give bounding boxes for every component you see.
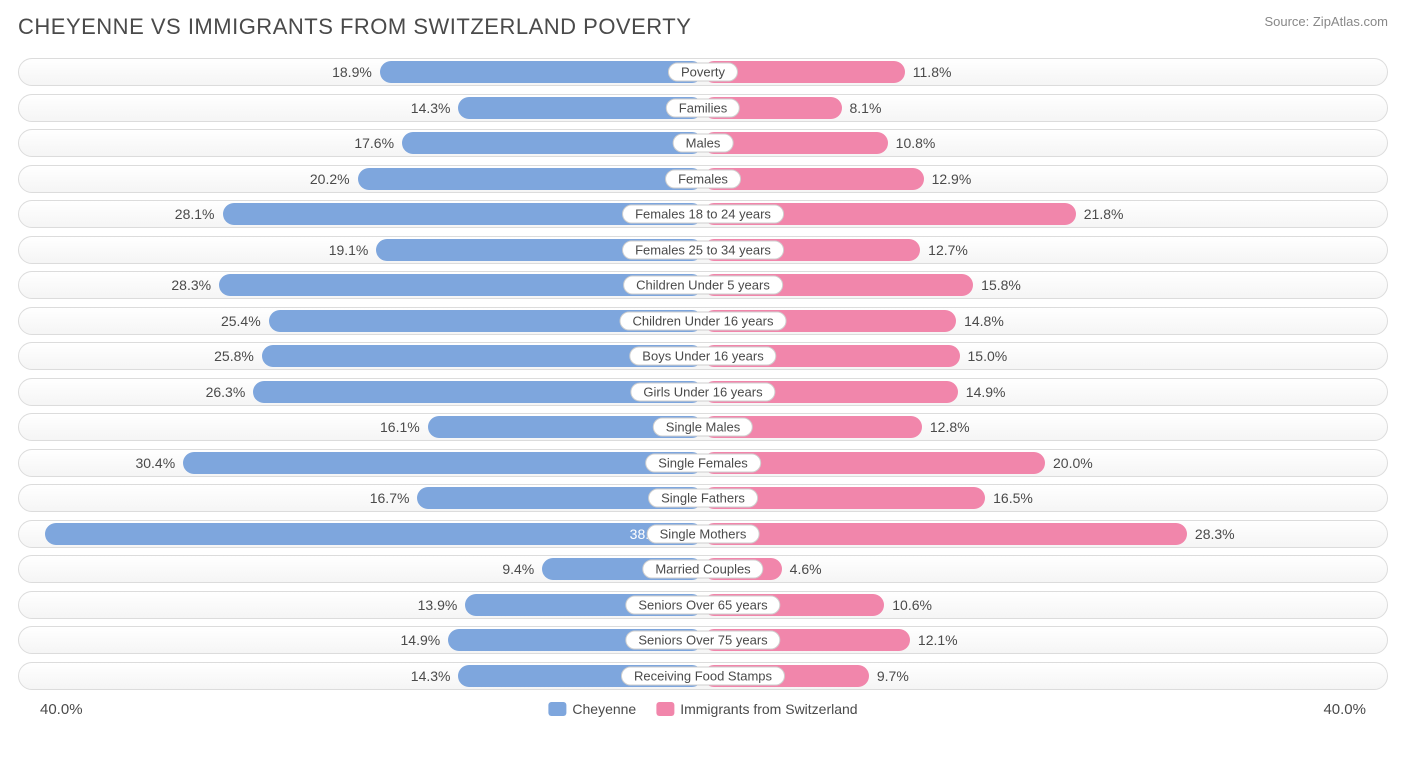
category-label: Females <box>665 169 741 188</box>
value-right: 28.3% <box>1187 521 1235 547</box>
bar-left <box>183 452 703 474</box>
category-label: Seniors Over 75 years <box>625 631 780 650</box>
chart-row: 18.9% 11.8% Poverty <box>18 58 1388 86</box>
chart-source: Source: ZipAtlas.com <box>1264 14 1388 29</box>
value-left: 14.9% <box>401 627 449 653</box>
legend-item: Cheyenne <box>548 701 636 717</box>
chart-title: CHEYENNE VS IMMIGRANTS FROM SWITZERLAND … <box>18 14 691 40</box>
value-right: 12.8% <box>922 414 970 440</box>
value-left: 25.8% <box>214 343 262 369</box>
value-left: 16.7% <box>370 485 418 511</box>
axis-max-right: 40.0% <box>1323 701 1366 718</box>
chart-row: 28.3% 15.8% Children Under 5 years <box>18 271 1388 299</box>
bar-left <box>358 168 703 190</box>
bar-right <box>703 523 1187 545</box>
value-left: 9.4% <box>502 556 542 582</box>
value-left: 38.5% <box>25 521 677 547</box>
legend-item: Immigrants from Switzerland <box>656 701 857 717</box>
value-left: 25.4% <box>221 308 269 334</box>
chart-row: 28.1% 21.8% Females 18 to 24 years <box>18 200 1388 228</box>
value-right: 8.1% <box>842 95 882 121</box>
chart-row: 26.3% 14.9% Girls Under 16 years <box>18 378 1388 406</box>
category-label: Married Couples <box>642 560 763 579</box>
chart-row: 19.1% 12.7% Females 25 to 34 years <box>18 236 1388 264</box>
value-left: 28.3% <box>171 272 219 298</box>
category-label: Single Females <box>645 453 761 472</box>
category-label: Single Males <box>653 418 753 437</box>
category-label: Males <box>673 134 734 153</box>
value-left: 16.1% <box>380 414 428 440</box>
legend-swatch <box>656 702 674 716</box>
category-label: Children Under 5 years <box>623 276 783 295</box>
value-left: 28.1% <box>175 201 223 227</box>
value-right: 14.9% <box>958 379 1006 405</box>
category-label: Families <box>666 98 740 117</box>
value-right: 12.1% <box>910 627 958 653</box>
category-label: Single Fathers <box>648 489 758 508</box>
chart-header: CHEYENNE VS IMMIGRANTS FROM SWITZERLAND … <box>18 14 1388 40</box>
chart-row: 16.1% 12.8% Single Males <box>18 413 1388 441</box>
value-left: 20.2% <box>310 166 358 192</box>
value-right: 10.6% <box>884 592 932 618</box>
category-label: Receiving Food Stamps <box>621 666 785 685</box>
value-right: 4.6% <box>782 556 822 582</box>
value-left: 19.1% <box>329 237 377 263</box>
category-label: Girls Under 16 years <box>630 382 775 401</box>
value-right: 20.0% <box>1045 450 1093 476</box>
value-right: 12.7% <box>920 237 968 263</box>
diverging-bar-chart: 18.9%11.8%Poverty14.3%8.1%Families17.6%1… <box>18 58 1388 690</box>
value-right: 10.8% <box>888 130 936 156</box>
value-left: 17.6% <box>354 130 402 156</box>
value-right: 12.9% <box>924 166 972 192</box>
bar-left <box>380 61 703 83</box>
value-left: 18.9% <box>332 59 380 85</box>
chart-row: 17.6% 10.8% Males <box>18 129 1388 157</box>
value-right: 11.8% <box>905 59 952 85</box>
legend-label: Cheyenne <box>572 701 636 717</box>
value-right: 21.8% <box>1076 201 1124 227</box>
category-label: Females 18 to 24 years <box>622 205 784 224</box>
value-right: 14.8% <box>956 308 1004 334</box>
value-right: 16.5% <box>985 485 1033 511</box>
category-label: Females 25 to 34 years <box>622 240 784 259</box>
category-label: Poverty <box>668 63 738 82</box>
chart-row: 14.3% 8.1% Families <box>18 94 1388 122</box>
chart-footer: 40.0% Cheyenne Immigrants from Switzerlan… <box>18 697 1388 721</box>
chart-row: 16.7% 16.5% Single Fathers <box>18 484 1388 512</box>
value-left: 13.9% <box>418 592 466 618</box>
category-label: Boys Under 16 years <box>629 347 776 366</box>
chart-row: 20.2% 12.9% Females <box>18 165 1388 193</box>
category-label: Seniors Over 65 years <box>625 595 780 614</box>
chart-row: 9.4% 4.6% Married Couples <box>18 555 1388 583</box>
chart-legend: Cheyenne Immigrants from Switzerland <box>548 701 857 717</box>
value-right: 15.0% <box>960 343 1008 369</box>
axis-max-left: 40.0% <box>40 701 83 718</box>
value-left: 14.3% <box>411 95 459 121</box>
chart-row: 14.3% 9.7% Receiving Food Stamps <box>18 662 1388 690</box>
value-left: 26.3% <box>206 379 254 405</box>
chart-row: 13.9% 10.6% Seniors Over 65 years <box>18 591 1388 619</box>
legend-swatch <box>548 702 566 716</box>
bar-left <box>402 132 703 154</box>
chart-row: 25.8% 15.0% Boys Under 16 years <box>18 342 1388 370</box>
value-right: 15.8% <box>973 272 1021 298</box>
chart-row: 25.4% 14.8% Children Under 16 years <box>18 307 1388 335</box>
category-label: Single Mothers <box>647 524 760 543</box>
category-label: Children Under 16 years <box>620 311 787 330</box>
value-right: 9.7% <box>869 663 909 689</box>
legend-label: Immigrants from Switzerland <box>680 701 857 717</box>
value-left: 30.4% <box>135 450 183 476</box>
chart-row: 38.5% 28.3% Single Mothers <box>18 520 1388 548</box>
value-left: 14.3% <box>411 663 459 689</box>
chart-row: 30.4% 20.0% Single Females <box>18 449 1388 477</box>
chart-row: 14.9% 12.1% Seniors Over 75 years <box>18 626 1388 654</box>
